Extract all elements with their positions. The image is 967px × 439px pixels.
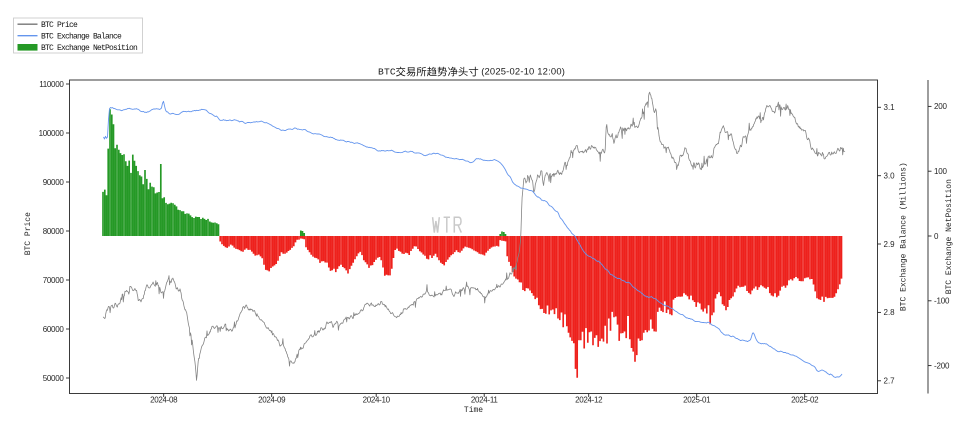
svg-text:110000: 110000 bbox=[39, 80, 64, 89]
svg-text:2024-08: 2024-08 bbox=[150, 396, 178, 405]
svg-text:-200: -200 bbox=[934, 361, 950, 370]
svg-text:BTC Exchange Balance: BTC Exchange Balance bbox=[41, 33, 122, 42]
svg-text:2024-11: 2024-11 bbox=[471, 396, 499, 405]
svg-text:2.8: 2.8 bbox=[884, 308, 896, 317]
svg-text:2025-02: 2025-02 bbox=[791, 396, 819, 405]
svg-text:-100: -100 bbox=[934, 297, 950, 306]
svg-text:2025-01: 2025-01 bbox=[683, 396, 711, 405]
svg-text:50000: 50000 bbox=[43, 374, 65, 383]
svg-text:80000: 80000 bbox=[43, 227, 65, 236]
svg-text:3.1: 3.1 bbox=[884, 103, 896, 112]
svg-text:0: 0 bbox=[934, 232, 939, 241]
svg-text:100: 100 bbox=[934, 167, 947, 176]
svg-text:3.0: 3.0 bbox=[884, 172, 896, 181]
svg-text:BTC Price: BTC Price bbox=[24, 212, 33, 255]
svg-text:2.9: 2.9 bbox=[884, 240, 896, 249]
svg-text:BTC Exchange Balance (Millions: BTC Exchange Balance (Millions) bbox=[900, 162, 909, 311]
svg-text:60000: 60000 bbox=[43, 325, 65, 334]
svg-text:2.7: 2.7 bbox=[884, 377, 896, 386]
svg-text:2024-09: 2024-09 bbox=[258, 396, 286, 405]
svg-text:200: 200 bbox=[934, 102, 947, 111]
svg-text:90000: 90000 bbox=[43, 178, 65, 187]
svg-text:70000: 70000 bbox=[43, 276, 65, 285]
svg-text:BTC Price: BTC Price bbox=[41, 21, 78, 30]
svg-text:BTC Exchange NetPosition: BTC Exchange NetPosition bbox=[41, 44, 138, 53]
svg-text:BTC Exchange NetPosition: BTC Exchange NetPosition bbox=[945, 179, 954, 294]
svg-text:Time: Time bbox=[464, 406, 483, 415]
svg-text:2024-12: 2024-12 bbox=[575, 396, 603, 405]
svg-text:2024-10: 2024-10 bbox=[363, 396, 391, 405]
svg-text:BTC: BTC bbox=[378, 66, 396, 77]
svg-text:100000: 100000 bbox=[39, 129, 65, 138]
svg-text:(2025-02-10 12:00): (2025-02-10 12:00) bbox=[481, 65, 565, 76]
